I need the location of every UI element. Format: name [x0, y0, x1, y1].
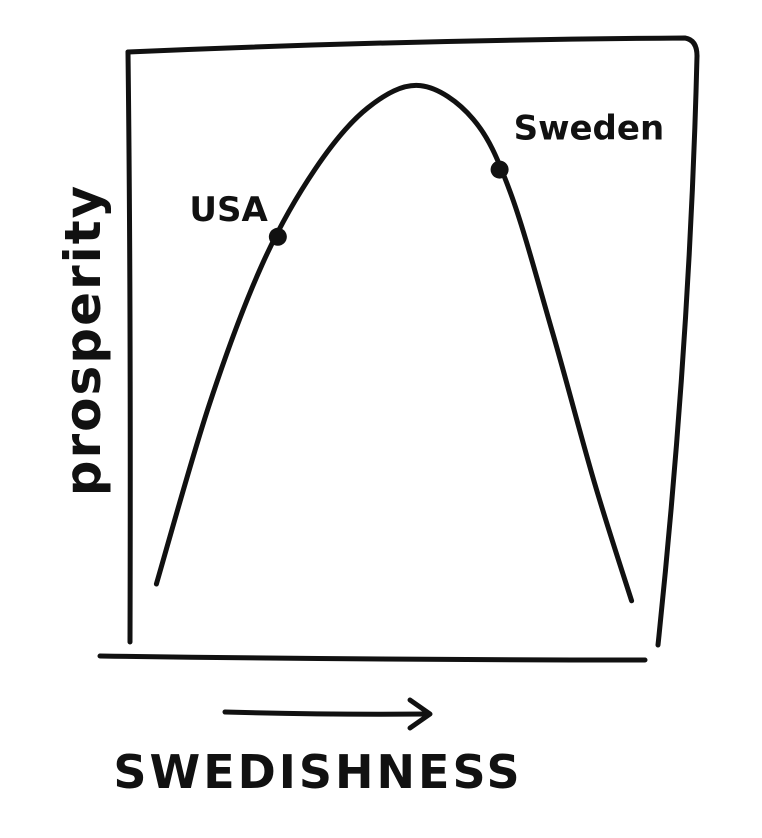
- arrowhead-icon: [407, 697, 433, 731]
- x-direction-arrow: [222, 709, 431, 717]
- plot-frame-right: [655, 53, 700, 648]
- plot-frame-top: [125, 35, 700, 59]
- data-curve: [153, 82, 635, 604]
- point-usa: [268, 227, 287, 246]
- y-axis-label: prosperity: [54, 184, 112, 497]
- x-axis: [97, 653, 648, 663]
- x-axis-label: SWEDISHNESS: [113, 745, 522, 799]
- point-label-usa: USA: [189, 190, 268, 230]
- annotations: USA Sweden: [189, 109, 664, 246]
- point-label-sweden: Sweden: [514, 109, 665, 149]
- point-sweden: [490, 160, 509, 179]
- plot-frame-left: [125, 49, 133, 645]
